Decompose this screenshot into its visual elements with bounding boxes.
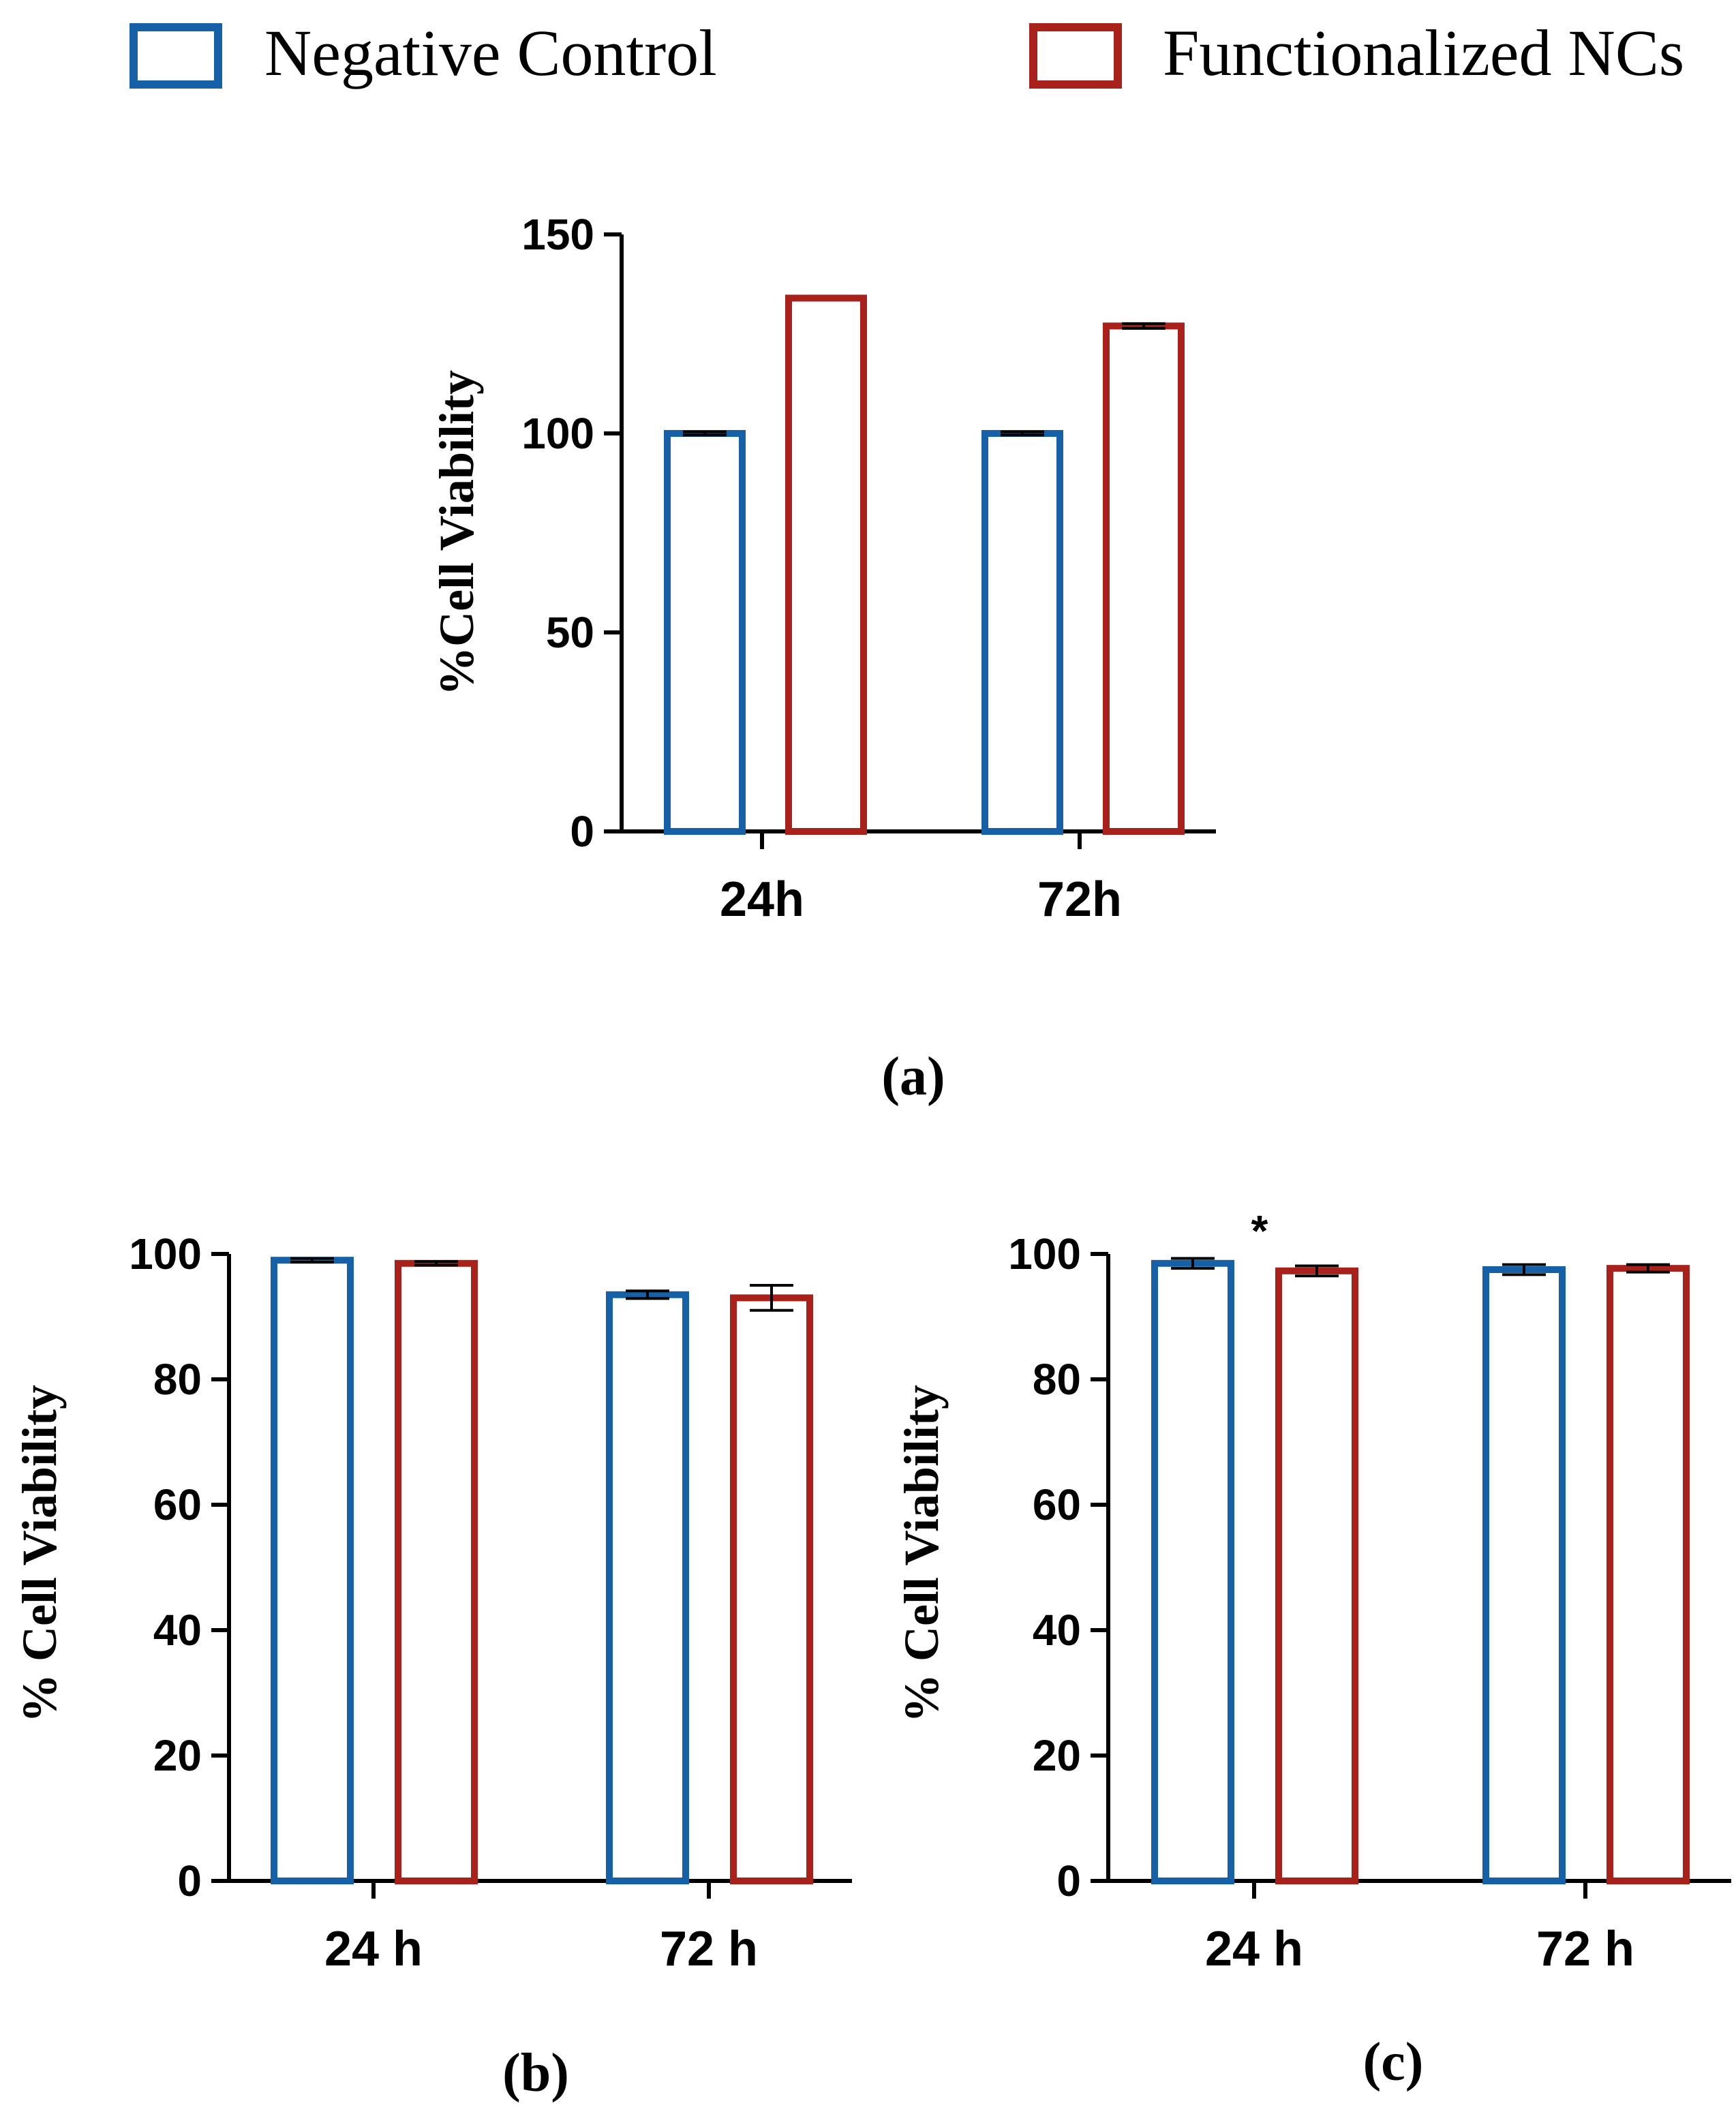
legend-label-functionalized-ncs: Functionalized NCs — [1163, 16, 1684, 89]
legend-item-negative-control: Negative Control — [130, 16, 717, 89]
y-tick-label: 20 — [153, 1731, 202, 1780]
y-tick-label: 0 — [177, 1856, 202, 1905]
bar-functionalized-ncs-24-h — [395, 1259, 478, 1885]
panel-label: (b) — [502, 2043, 569, 2103]
bar-negative-control-72-h — [1482, 1266, 1566, 1884]
chart-panel-a: 0 50 100 150 24h 72h %Cell Viability (a) — [429, 210, 1216, 1107]
charts: 0 50 100 150 24h 72h %Cell Viability (a) 0 20 40 60… — [12, 210, 1731, 2103]
y-tick-label: 40 — [1033, 1606, 1081, 1655]
bar-functionalized-ncs-72-h — [730, 1294, 813, 1884]
y-tick-label: 60 — [153, 1480, 202, 1529]
bar-functionalized-ncs-72h — [1103, 322, 1185, 835]
y-tick-label: 100 — [129, 1229, 202, 1278]
x-tick-label: 72 h — [660, 1922, 758, 1976]
legend: Negative Control Functionalized NCs — [130, 16, 1684, 89]
chart-panel-b: 0 20 40 60 80 100 24 h 72 h % Cell Viability (b) — [12, 1229, 852, 2103]
x-tick-label: 72h — [1037, 872, 1122, 927]
y-tick-label: 100 — [521, 409, 594, 458]
y-tick-label: 80 — [1033, 1355, 1081, 1404]
panel-label: (c) — [1363, 2032, 1424, 2092]
y-tick-label: 150 — [521, 210, 594, 259]
legend-item-functionalized-ncs: Functionalized NCs — [1029, 16, 1684, 89]
x-tick-label: 24 h — [1205, 1922, 1303, 1976]
y-tick-label: 100 — [1008, 1229, 1081, 1278]
y-tick-label: 50 — [546, 608, 594, 657]
legend-swatch-functionalized-ncs — [1029, 23, 1122, 89]
x-tick-label: 24 h — [324, 1922, 423, 1976]
panel-label: (a) — [881, 1047, 945, 1107]
y-tick-label: 40 — [153, 1606, 202, 1655]
bar-functionalized-ncs-24-h — [1275, 1267, 1358, 1884]
bar-negative-control-24-h — [271, 1257, 354, 1884]
legend-swatch-negative-control — [130, 23, 222, 89]
y-tick-label: 0 — [570, 807, 594, 856]
bar-negative-control-72-h — [606, 1291, 689, 1885]
y-tick-label: 60 — [1033, 1480, 1081, 1529]
legend-label-negative-control: Negative Control — [264, 16, 717, 89]
y-tick-label: 20 — [1033, 1731, 1081, 1780]
bar-negative-control-24h — [664, 430, 746, 835]
y-axis-label: % Cell Viability — [12, 1385, 67, 1723]
y-axis-label: % Cell Viability — [894, 1385, 949, 1723]
x-tick-label: 72 h — [1536, 1922, 1634, 1976]
y-axis-label: %Cell Viability — [429, 370, 484, 696]
bar-negative-control-24-h — [1151, 1259, 1234, 1885]
bar-functionalized-ncs-72-h — [1606, 1265, 1690, 1885]
y-tick-label: 80 — [153, 1355, 202, 1404]
y-tick-label: 0 — [1056, 1856, 1081, 1905]
chart-panel-c: 0 20 40 60 80 100 24 h 72 h * % Cell Viability (c) — [894, 1206, 1731, 2092]
bar-functionalized-ncs-24h — [785, 294, 867, 835]
x-tick-label: 24h — [720, 872, 804, 927]
bar-negative-control-72h — [981, 430, 1063, 835]
significance-marker: * — [1251, 1206, 1268, 1255]
